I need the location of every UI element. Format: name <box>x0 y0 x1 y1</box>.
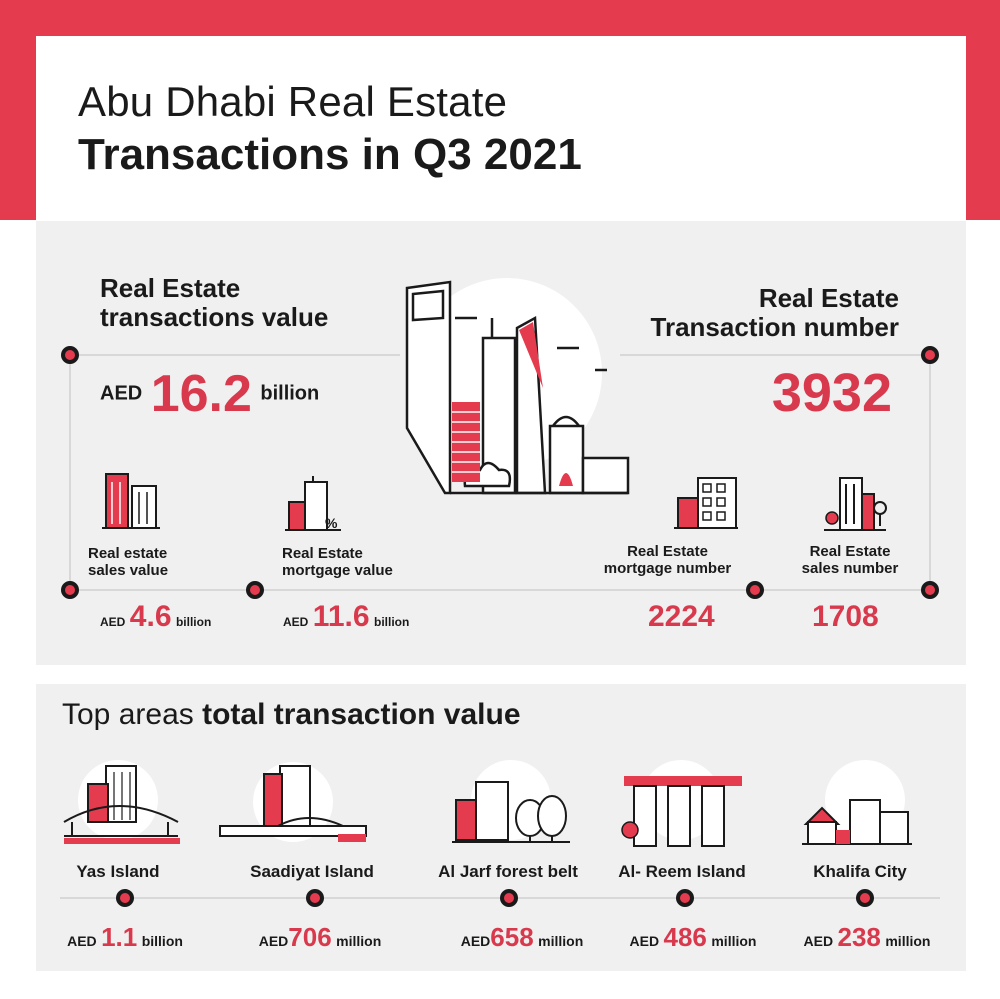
total-value-unit: billion <box>260 382 320 405</box>
building-percent-icon: % <box>285 476 341 531</box>
page-title-line2: Transactions in Q3 2021 <box>78 130 582 179</box>
mortgage-value-label-line1: Real Estate <box>282 545 363 562</box>
area-value-currency: AED <box>67 933 97 949</box>
reem-island-icon <box>621 760 742 847</box>
sales-number-label-line2: sales number <box>801 560 899 577</box>
area-name: Yas Island <box>76 862 160 881</box>
area-value: AED706 million <box>225 922 415 953</box>
number-heading-line1: Real Estate <box>758 283 899 313</box>
node-dot <box>746 581 764 599</box>
mortgage-value-unit: billion <box>373 615 410 629</box>
top-areas-heading-bold: total transaction value <box>202 698 521 731</box>
area-value: AED 238 million <box>772 922 962 953</box>
total-value-amount: 16.2 <box>150 365 252 423</box>
mortgage-value-amount: 11.6 <box>312 600 370 633</box>
area-value: AED 1.1 billion <box>30 922 220 953</box>
area-value-currency: AED <box>258 933 289 949</box>
area-value: AED658 million <box>427 922 617 953</box>
area-value-unit: million <box>336 933 382 949</box>
area-value-unit: million <box>538 933 584 949</box>
area-value-amount: 1.1 <box>101 922 138 952</box>
area-name: Al- Reem Island <box>618 862 746 881</box>
node-dot <box>246 581 264 599</box>
sales-value-amount: 4.6 <box>129 600 172 633</box>
skyline-icon <box>405 278 630 495</box>
area-value-amount: 706 <box>288 922 332 952</box>
value-heading-line1: Real Estate <box>100 273 241 303</box>
mortgage-value-currency: AED <box>283 615 309 629</box>
top-areas-heading-regular: Top areas <box>62 698 203 731</box>
saadiyat-island-icon <box>219 762 367 842</box>
yas-island-icon <box>63 760 180 844</box>
area-value-amount: 238 <box>837 922 881 952</box>
node-dot <box>116 889 134 907</box>
page-title-line1: Abu Dhabi Real Estate <box>78 78 508 125</box>
area-value-unit: million <box>885 933 931 949</box>
area-value-amount: 486 <box>663 922 707 952</box>
sales-value-label: Real estate sales value <box>88 545 168 579</box>
sales-value: AED 4.6 billion <box>100 600 211 634</box>
number-heading: Real Estate Transaction number <box>651 284 900 342</box>
sales-number-label: Real Estate sales number <box>790 543 910 577</box>
sales-value-label-line2: sales value <box>88 562 169 579</box>
sales-value-unit: billion <box>175 615 212 629</box>
area-value-currency: AED <box>803 933 834 949</box>
sales-number-label-line1: Real Estate <box>809 543 891 560</box>
buildings-icon <box>102 473 160 529</box>
node-dot <box>500 889 518 907</box>
total-value-currency: AED <box>100 382 143 405</box>
mortgage-value-label-line2: mortgage value <box>282 562 393 579</box>
sales-number: 1708 <box>812 600 879 633</box>
header-card <box>36 36 966 221</box>
area-value-amount: 658 <box>490 922 534 952</box>
sales-value-label-line1: Real estate <box>88 545 168 562</box>
mortgage-number-label-line2: mortgage number <box>603 560 732 577</box>
mortgage-value-label: Real Estate mortgage value <box>282 545 393 579</box>
node-dot <box>921 581 939 599</box>
building-calculator-icon <box>674 477 738 529</box>
area-name: Khalifa City <box>813 862 907 881</box>
value-heading-line2: transactions value <box>100 302 329 332</box>
area-value: AED 486 million <box>598 922 788 953</box>
node-dot <box>676 889 694 907</box>
mortgage-value: AED 11.6 billion <box>283 600 409 634</box>
number-heading-line2: Transaction number <box>650 312 900 342</box>
building-key-icon <box>824 477 887 531</box>
top-areas-heading: Top areas total transaction value <box>62 698 521 732</box>
svg-text:%: % <box>325 515 338 531</box>
total-number: 3932 <box>771 363 892 423</box>
mortgage-number-label-line1: Real Estate <box>627 543 708 560</box>
value-heading: Real Estate transactions value <box>100 274 328 332</box>
mortgage-number: 2224 <box>648 600 715 633</box>
area-name: Saadiyat Island <box>250 862 374 881</box>
area-value-unit: billion <box>141 933 183 949</box>
node-dot <box>921 346 939 364</box>
forest-belt-icon <box>452 760 570 843</box>
sales-value-currency: AED <box>100 615 126 629</box>
khalifa-city-icon <box>802 760 912 845</box>
area-value-currency: AED <box>629 933 660 949</box>
node-dot <box>856 889 874 907</box>
total-value: AED 16.2 billion <box>100 364 319 426</box>
area-name: Al Jarf forest belt <box>438 862 578 881</box>
node-dot <box>306 889 324 907</box>
area-value-unit: million <box>711 933 757 949</box>
node-dot <box>61 581 79 599</box>
area-value-currency: AED <box>460 933 491 949</box>
node-dot <box>61 346 79 364</box>
mortgage-number-label: Real Estate mortgage number <box>595 543 740 577</box>
